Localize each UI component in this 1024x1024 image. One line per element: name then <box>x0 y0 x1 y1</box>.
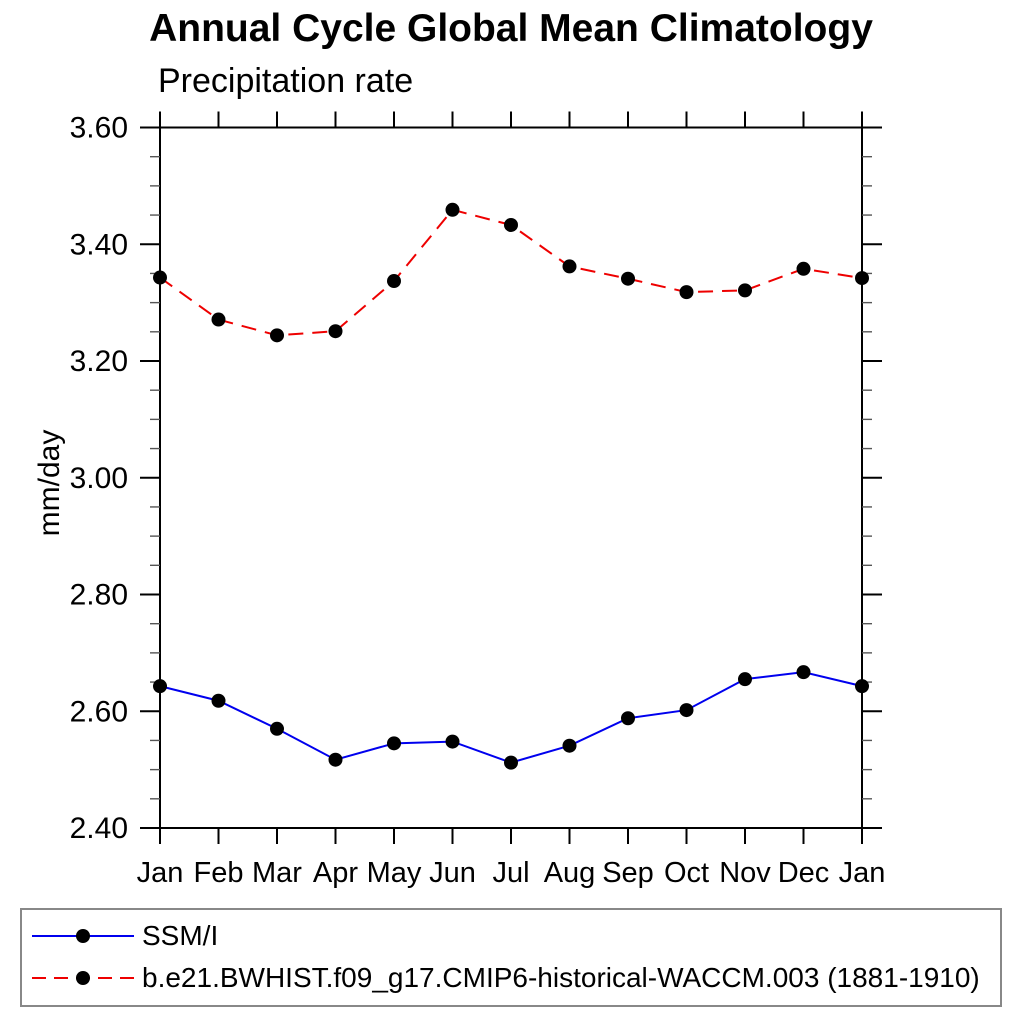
data-point <box>211 693 226 708</box>
data-point <box>621 271 635 286</box>
legend-label-model: b.e21.BWHIST.f09_g17.CMIP6-historical-WA… <box>142 962 980 993</box>
data-point <box>153 679 167 694</box>
legend-marker-icon <box>76 929 90 943</box>
data-point <box>562 738 577 753</box>
data-point <box>504 217 518 232</box>
data-point <box>855 679 869 694</box>
y-tick-label: 2.60 <box>70 695 128 728</box>
legend-item-model: b.e21.BWHIST.f09_g17.CMIP6-historical-WA… <box>22 957 1000 999</box>
series-line-0 <box>159 671 863 764</box>
data-point <box>211 312 226 327</box>
legend-sample-solid-line <box>32 929 134 943</box>
data-point <box>387 736 401 751</box>
x-tick-label: Jun <box>429 857 476 889</box>
y-tick-label: 3.60 <box>70 112 128 145</box>
data-point <box>679 703 694 718</box>
legend-label-ssmi: SSM/I <box>142 920 219 951</box>
data-point <box>504 755 518 770</box>
chart-subtitle: Precipitation rate <box>158 62 414 100</box>
data-point <box>796 261 811 276</box>
x-tick-label: Dec <box>778 857 830 889</box>
x-tick-label: Sep <box>602 857 654 889</box>
x-tick-label: Oct <box>664 857 709 889</box>
y-tick-label: 2.40 <box>70 812 128 845</box>
data-point <box>855 271 869 286</box>
legend-item-ssmi: SSM/I <box>22 915 1000 957</box>
data-point <box>796 665 811 680</box>
y-tick-label: 3.20 <box>70 345 128 378</box>
x-tick-label: Jan <box>839 857 886 889</box>
y-tick-label: 2.80 <box>70 579 128 612</box>
x-tick-label: Jul <box>492 857 529 889</box>
y-tick-label: 3.40 <box>70 228 128 261</box>
data-point <box>270 721 284 736</box>
data-point <box>621 711 635 726</box>
chart-title: Annual Cycle Global Mean Climatology <box>149 7 873 50</box>
x-tick-label: Feb <box>194 857 244 889</box>
legend-sample-dashed-line <box>32 971 134 985</box>
x-tick-label: Jan <box>137 857 184 889</box>
data-point <box>445 202 460 217</box>
data-point <box>679 285 694 300</box>
data-point <box>562 259 577 274</box>
x-tick-label: Apr <box>313 857 358 889</box>
legend-marker-icon <box>76 971 90 985</box>
data-point <box>387 274 401 289</box>
data-point <box>445 734 460 749</box>
y-tick-label: 3.00 <box>70 462 128 495</box>
data-point <box>270 328 284 343</box>
data-point <box>328 752 343 767</box>
data-point <box>738 672 752 687</box>
legend-box: SSM/I b.e21.BWHIST.f09_g17.CMIP6-histori… <box>20 908 1002 1007</box>
x-tick-label: Mar <box>252 857 302 889</box>
data-point <box>328 324 343 339</box>
data-point <box>738 283 752 298</box>
x-tick-label: Aug <box>544 857 596 889</box>
x-tick-label: May <box>367 857 422 889</box>
x-tick-label: Nov <box>719 857 771 889</box>
data-point <box>153 270 167 285</box>
